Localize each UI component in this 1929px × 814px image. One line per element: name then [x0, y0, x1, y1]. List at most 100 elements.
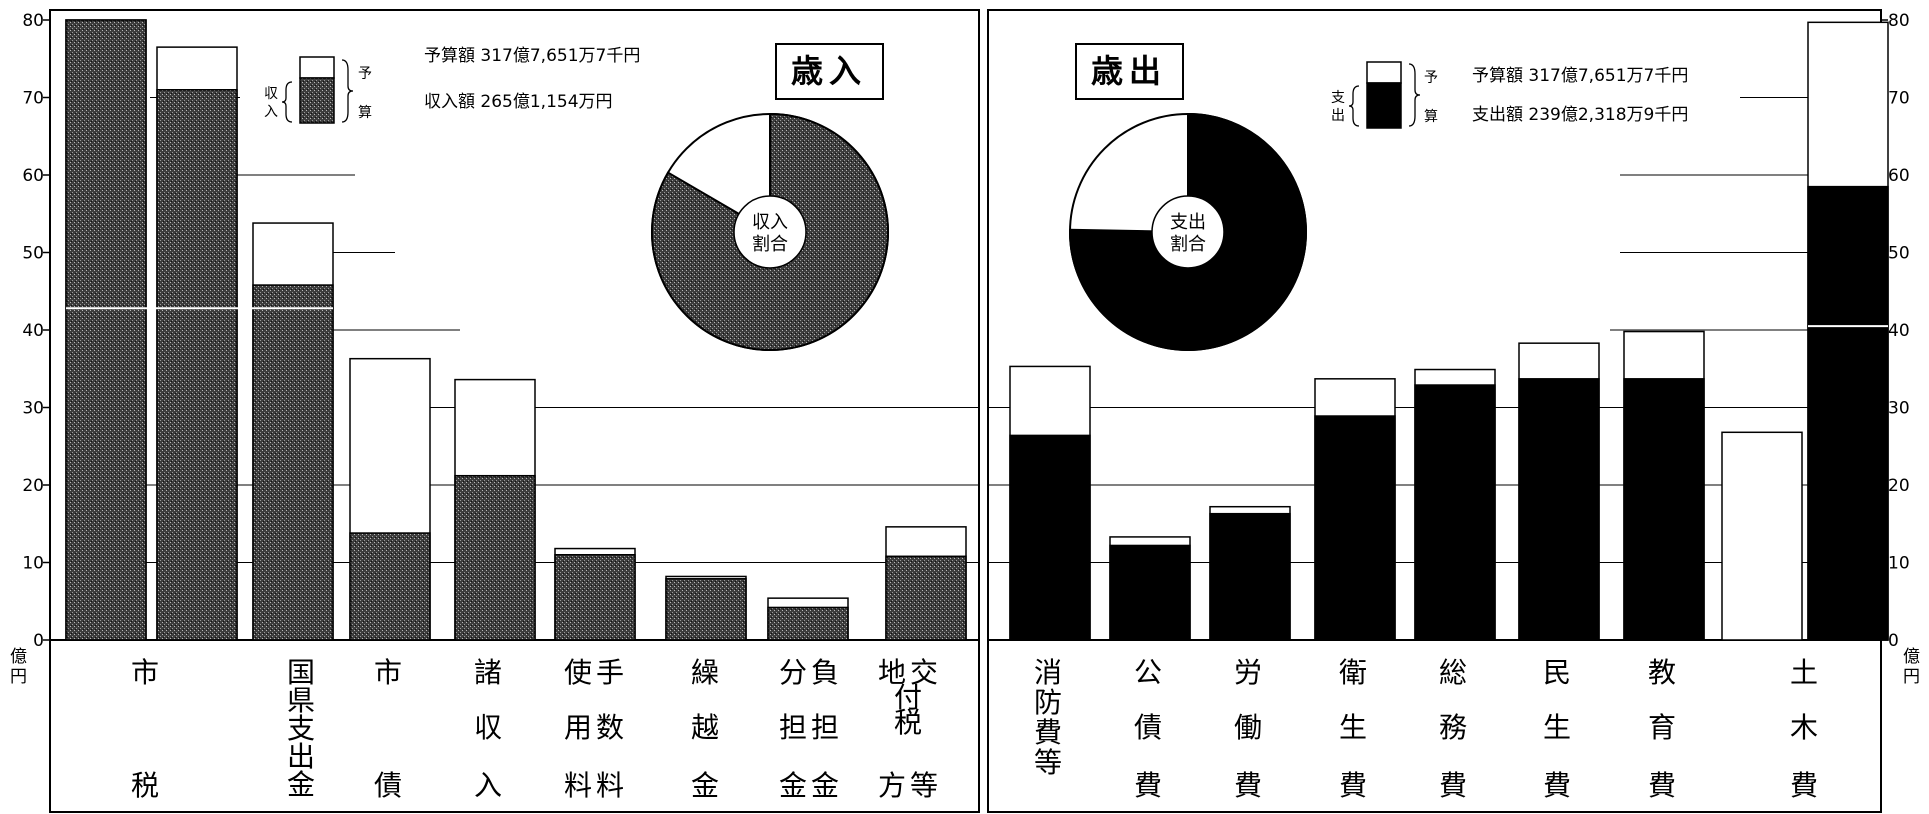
category-label: 用数 — [564, 711, 628, 744]
left-tick-label: 30 — [22, 399, 44, 419]
category-label: 土 — [1790, 656, 1822, 689]
category-label: 費 — [1790, 769, 1822, 802]
right-tick-label: 70 — [1888, 89, 1910, 109]
category-label: 費 — [1439, 769, 1471, 802]
actual-bar — [156, 89, 238, 641]
pie-center-label-bg — [1151, 195, 1225, 269]
actual-bar — [885, 555, 967, 641]
category-label: 総 — [1439, 656, 1471, 689]
category-label: 収 — [474, 711, 506, 744]
right-tick-label: 60 — [1888, 166, 1910, 186]
left-tick-label: 70 — [22, 89, 44, 109]
expenditure-actual-total: 支出額 239億2,318万9千円 — [1472, 105, 1688, 125]
category-label: 繰 — [691, 656, 723, 689]
revenue-legend-actual-swatch — [299, 77, 335, 124]
category-label: 債 — [1134, 711, 1166, 744]
category-label: 民 — [1543, 656, 1575, 689]
category-label: 費 — [1648, 769, 1680, 802]
category-label: 金 — [287, 768, 319, 801]
category-label: 分負 — [779, 656, 843, 689]
expenditure-budget-total: 予算額 317億7,651万7千円 — [1472, 66, 1688, 86]
category-label: 務 — [1439, 711, 1471, 744]
actual-bar — [1109, 544, 1191, 641]
right-tick-label: 80 — [1888, 11, 1910, 31]
expenditure-label-frame — [987, 639, 1882, 813]
category-label: 支 — [287, 712, 319, 745]
expenditure-legend-budget-char1: 予 — [1424, 70, 1438, 86]
revenue-title-box — [775, 43, 884, 100]
expenditure-legend-brace — [1348, 85, 1360, 127]
category-label: 金 — [691, 769, 723, 802]
actual-bar — [767, 606, 849, 641]
actual-bar — [1807, 185, 1889, 641]
left-y-axis: 0 10 20 30 40 50 60 70 80 — [22, 11, 50, 651]
left-tick-label: 40 — [22, 321, 44, 341]
actual-bar — [65, 19, 147, 641]
pie-center-label-bg — [733, 195, 807, 269]
pie-center-label: 割合 — [752, 234, 788, 255]
actual-bar — [1623, 378, 1705, 641]
category-label: 担担 — [779, 711, 843, 744]
category-label: 市 — [374, 656, 406, 689]
right-y-axis: 0 10 20 30 40 50 60 70 80 — [1881, 11, 1910, 651]
category-label: 税 — [894, 706, 926, 739]
category-label: 金金 — [779, 769, 843, 802]
category-label: 消 — [1034, 656, 1066, 689]
category-label: 費 — [1234, 769, 1266, 802]
category-label: 生 — [1339, 711, 1371, 744]
actual-bar — [1009, 434, 1091, 641]
expenditure-legend: 支 出 予 算 予算額 317億7,651万7千円 支出額 239億2,318万… — [1331, 61, 1688, 129]
revenue-legend-budget-swatch — [299, 56, 335, 79]
category-label: 働 — [1234, 711, 1266, 744]
right-tick-label: 40 — [1888, 321, 1910, 341]
category-label: 方等 — [878, 769, 942, 802]
actual-bar — [349, 532, 431, 641]
left-tick-label: 0 — [33, 631, 44, 651]
pie-center-label: 支出 — [1170, 212, 1206, 233]
category-label: 木 — [1790, 711, 1822, 744]
actual-bar — [1209, 512, 1291, 641]
expenditure-legend-budget-swatch — [1366, 61, 1402, 84]
category-label: 労 — [1234, 656, 1266, 689]
category-label: 費 — [1134, 769, 1166, 802]
category-label: 費 — [1034, 716, 1066, 749]
actual-bar — [454, 474, 536, 641]
expenditure-bars — [1009, 21, 1889, 641]
left-tick-label: 50 — [22, 244, 44, 264]
left-tick-label: 10 — [22, 554, 44, 574]
left-unit-label-2: 円 — [10, 667, 27, 687]
actual-bar — [665, 578, 747, 641]
revenue-legend: 収 入 予 算 予算額 317億7,651万7千円 収入額 265億1,154万… — [264, 46, 640, 124]
category-label: 債 — [374, 769, 406, 802]
left-unit-label-1: 億 — [10, 647, 27, 667]
pie-center-label: 収入 — [752, 212, 788, 233]
category-label: 育 — [1648, 711, 1680, 744]
right-tick-label: 20 — [1888, 476, 1910, 496]
expenditure-legend-budget-char2: 算 — [1424, 109, 1438, 125]
actual-bar — [1518, 378, 1600, 641]
actual-bar — [554, 554, 636, 641]
actual-bar — [1414, 384, 1496, 641]
revenue-actual-total: 収入額 265億1,154万円 — [424, 92, 613, 112]
category-label: 税 — [131, 769, 163, 802]
category-label: 市 — [131, 656, 163, 689]
category-label: 国 — [287, 656, 319, 689]
category-label: 越 — [691, 711, 723, 744]
revenue-legend-budget-char2: 算 — [358, 105, 372, 121]
category-label: 衛 — [1339, 656, 1371, 689]
pie-center-label: 割合 — [1170, 234, 1206, 255]
category-label: 付 — [894, 681, 926, 714]
right-tick-label: 0 — [1888, 631, 1899, 651]
expenditure-title-box — [1075, 43, 1184, 100]
category-label: 等 — [1034, 746, 1066, 779]
category-label: 公 — [1134, 656, 1166, 689]
pie-share-slice — [651, 112, 889, 351]
category-label: 生 — [1543, 711, 1575, 744]
revenue-legend-actual-char2: 入 — [264, 104, 278, 120]
expenditure-legend-actual-char1: 支 — [1331, 90, 1345, 106]
actual-bar — [1314, 415, 1396, 641]
category-label: 県 — [287, 684, 319, 717]
